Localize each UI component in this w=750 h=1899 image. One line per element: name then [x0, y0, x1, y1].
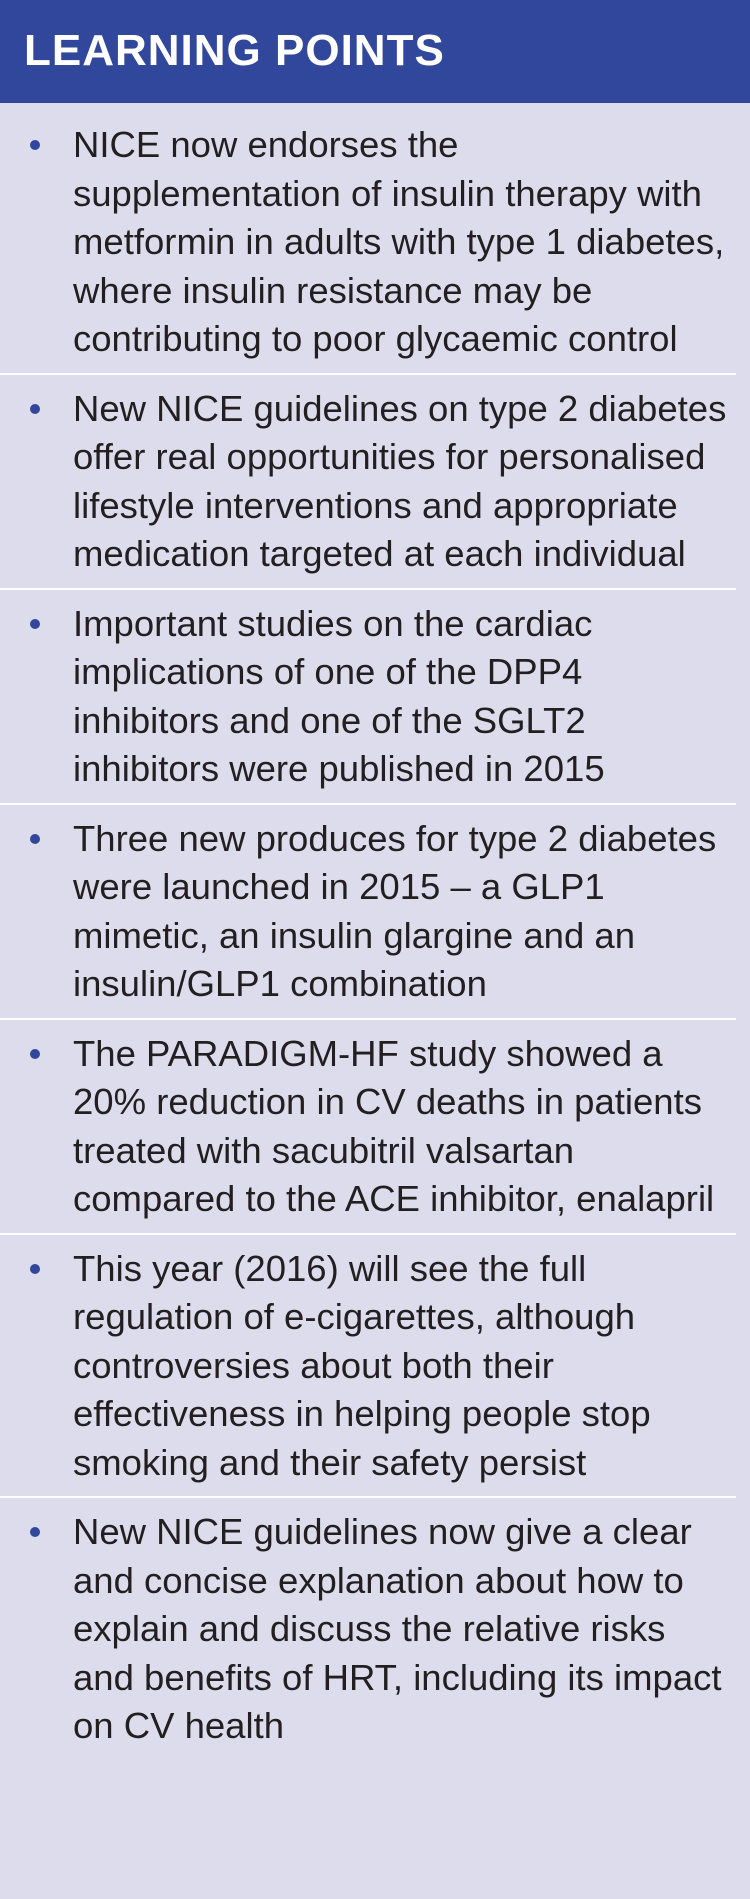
- learning-point-text: Important studies on the cardiac implica…: [73, 602, 605, 790]
- learning-point-text: NICE now endorses the supplementation of…: [73, 124, 725, 359]
- learning-point: Three new produces for type 2 diabetes w…: [0, 815, 736, 1020]
- bullet-icon: [30, 1527, 40, 1537]
- learning-point: New NICE guidelines now give a clear and…: [0, 1508, 736, 1760]
- header-title: LEARNING POINTS: [24, 25, 445, 75]
- learning-point: NICE now endorses the supplementation of…: [0, 121, 736, 375]
- learning-point-text: The PARADIGM-HF study showed a 20% reduc…: [73, 1032, 715, 1220]
- learning-point-text: This year (2016) will see the full regul…: [73, 1247, 651, 1483]
- bullet-icon: [30, 1048, 40, 1059]
- bullet-icon: [30, 833, 40, 844]
- bullet-icon: [30, 403, 40, 414]
- header-bar: LEARNING POINTS: [0, 0, 750, 103]
- learning-point-text: New NICE guidelines now give a clear and…: [73, 1511, 722, 1746]
- learning-point-text: Three new produces for type 2 diabetes w…: [73, 817, 717, 1005]
- learning-point: Important studies on the cardiac implica…: [0, 600, 736, 805]
- bullet-icon: [30, 1263, 40, 1274]
- learning-points-list: NICE now endorses the supplementation of…: [0, 103, 750, 1760]
- learning-point: New NICE guidelines on type 2 diabetes o…: [0, 385, 736, 590]
- learning-point-text: New NICE guidelines on type 2 diabetes o…: [73, 387, 727, 575]
- bullet-icon: [30, 140, 40, 150]
- learning-point: The PARADIGM-HF study showed a 20% reduc…: [0, 1030, 736, 1235]
- learning-point: This year (2016) will see the full regul…: [0, 1245, 736, 1498]
- bullet-icon: [30, 618, 40, 629]
